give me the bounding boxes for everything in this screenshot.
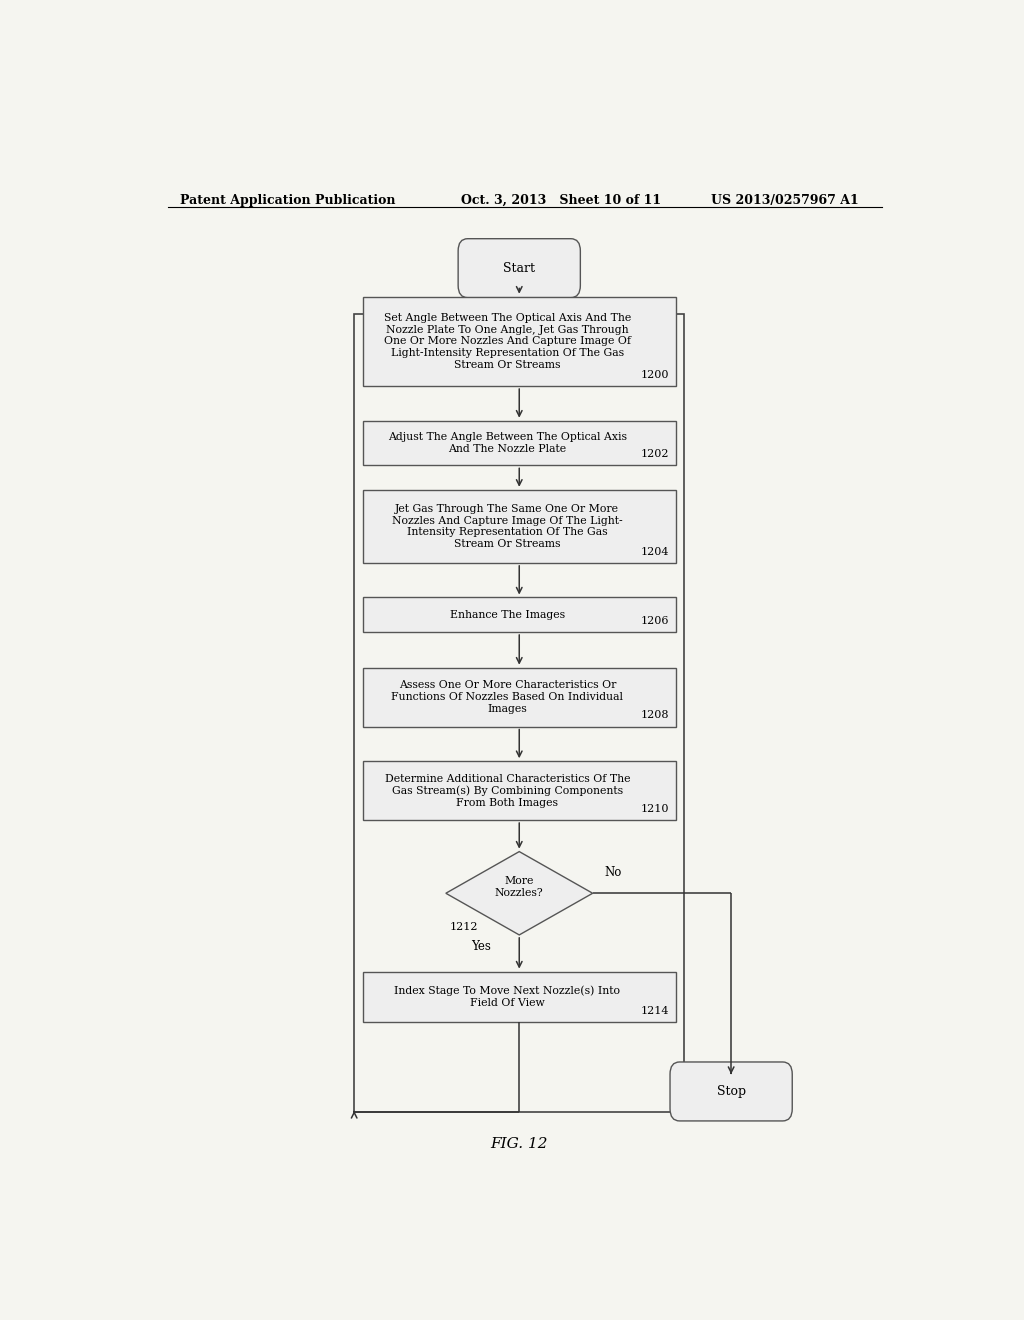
Text: Oct. 3, 2013   Sheet 10 of 11: Oct. 3, 2013 Sheet 10 of 11 bbox=[461, 194, 662, 207]
Bar bbox=[362, 972, 676, 1022]
Text: US 2013/0257967 A1: US 2013/0257967 A1 bbox=[712, 194, 859, 207]
Text: 1214: 1214 bbox=[641, 1006, 670, 1016]
FancyBboxPatch shape bbox=[458, 239, 581, 297]
Polygon shape bbox=[445, 851, 593, 935]
Text: Start: Start bbox=[503, 261, 536, 275]
Text: Set Angle Between The Optical Axis And The
Nozzle Plate To One Angle, Jet Gas Th: Set Angle Between The Optical Axis And T… bbox=[384, 313, 631, 370]
Text: Jet Gas Through The Same One Or More
Nozzles And Capture Image Of The Light-
Int: Jet Gas Through The Same One Or More Noz… bbox=[392, 504, 623, 549]
Bar bbox=[362, 668, 676, 726]
Bar bbox=[362, 762, 676, 820]
Text: 1204: 1204 bbox=[641, 546, 670, 557]
Text: 1206: 1206 bbox=[641, 616, 670, 626]
Bar bbox=[354, 314, 684, 1111]
Bar bbox=[362, 421, 676, 466]
Text: Determine Additional Characteristics Of The
Gas Stream(s) By Combining Component: Determine Additional Characteristics Of … bbox=[385, 774, 630, 808]
Text: Patent Application Publication: Patent Application Publication bbox=[179, 194, 395, 207]
Text: No: No bbox=[604, 866, 622, 879]
Text: 1212: 1212 bbox=[450, 921, 478, 932]
Text: Enhance The Images: Enhance The Images bbox=[450, 610, 565, 620]
Text: 1208: 1208 bbox=[641, 710, 670, 721]
Text: Stop: Stop bbox=[717, 1085, 745, 1098]
Text: 1210: 1210 bbox=[641, 804, 670, 814]
Text: More
Nozzles?: More Nozzles? bbox=[495, 876, 544, 898]
Bar bbox=[362, 598, 676, 632]
FancyBboxPatch shape bbox=[670, 1063, 793, 1121]
Bar bbox=[362, 297, 676, 385]
Text: 1202: 1202 bbox=[641, 449, 670, 459]
Text: Index Stage To Move Next Nozzle(s) Into
Field Of View: Index Stage To Move Next Nozzle(s) Into … bbox=[394, 986, 621, 1008]
Text: Adjust The Angle Between The Optical Axis
And The Nozzle Plate: Adjust The Angle Between The Optical Axi… bbox=[388, 432, 627, 454]
Text: FIG. 12: FIG. 12 bbox=[490, 1138, 548, 1151]
Bar bbox=[362, 490, 676, 562]
Text: Yes: Yes bbox=[471, 940, 492, 953]
Text: Assess One Or More Characteristics Or
Functions Of Nozzles Based On Individual
I: Assess One Or More Characteristics Or Fu… bbox=[391, 681, 624, 714]
Text: 1200: 1200 bbox=[641, 370, 670, 380]
